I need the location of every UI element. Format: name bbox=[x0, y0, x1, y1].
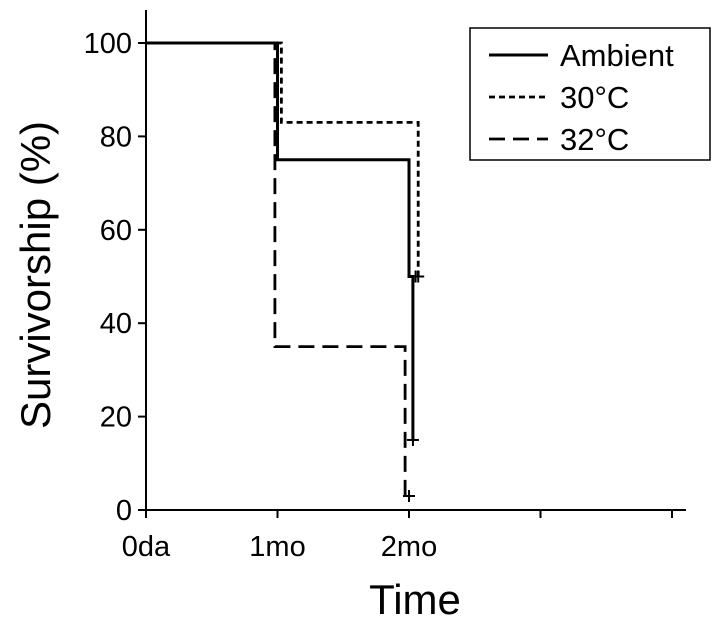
censor-mark-ambient bbox=[406, 433, 419, 446]
y-tick-label: 40 bbox=[100, 308, 132, 340]
legend-label-ambient: Ambient bbox=[560, 38, 674, 73]
censor-mark-layer bbox=[140, 37, 425, 502]
censor-mark-ambient bbox=[140, 37, 152, 49]
x-tick-label: 0da bbox=[122, 531, 171, 563]
legend-label-30-c: 30°C bbox=[560, 80, 629, 115]
series-line-30-c bbox=[146, 41, 420, 277]
censor-mark-30-c bbox=[412, 270, 425, 283]
censor-mark-32-c bbox=[403, 489, 415, 502]
chart-axes: 0 20 40 60 80 100 0da 1mo 2mo bbox=[84, 10, 686, 563]
y-tick-label: 100 bbox=[84, 28, 132, 60]
y-axis-title: Survivorship (%) bbox=[12, 121, 59, 429]
y-tick-label: 20 bbox=[100, 402, 132, 434]
series-line-32-c bbox=[146, 41, 407, 496]
legend-label-32-c: 32°C bbox=[560, 122, 629, 157]
y-tick-label: 60 bbox=[100, 215, 132, 247]
x-tick-label: 2mo bbox=[381, 531, 437, 563]
x-axis-title: Time bbox=[369, 576, 461, 622]
series-layer bbox=[146, 41, 420, 496]
legend: Ambient 30°C 32°C bbox=[469, 27, 711, 161]
y-tick-label: 0 bbox=[116, 495, 132, 527]
series-line-ambient bbox=[146, 41, 415, 440]
y-tick-label: 80 bbox=[100, 121, 132, 153]
x-tick-label: 1mo bbox=[249, 531, 305, 563]
legend-box bbox=[469, 27, 711, 161]
legend-entries: Ambient 30°C 32°C bbox=[489, 38, 674, 157]
